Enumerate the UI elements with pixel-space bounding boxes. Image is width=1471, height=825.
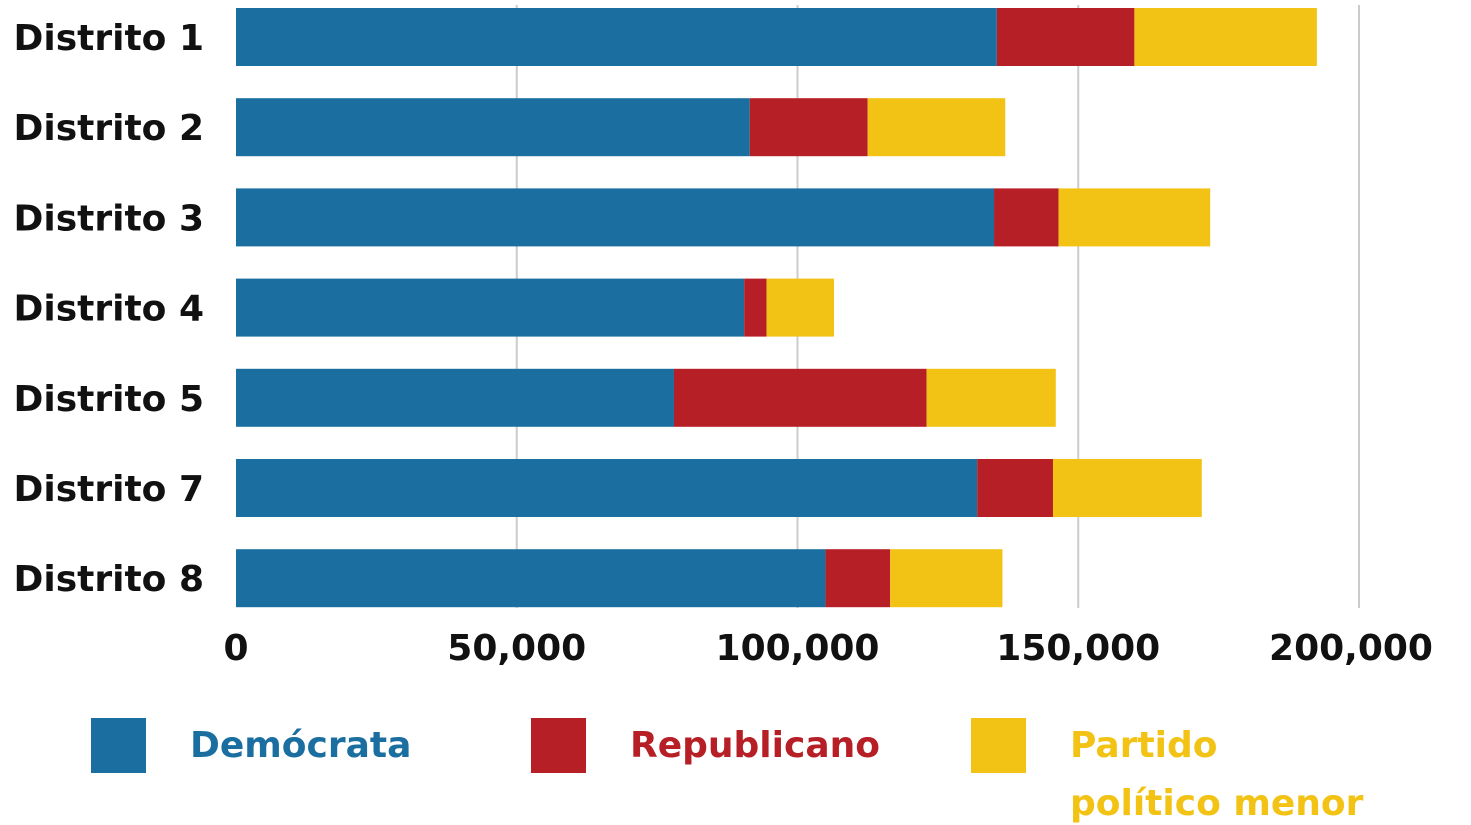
- legend-label-minor-line1: Partido: [1070, 725, 1218, 766]
- bars: [236, 8, 1317, 608]
- x-tick-label: 50,000: [447, 628, 586, 669]
- bar-segment-republican: [996, 8, 1135, 66]
- bar-segment-republican: [825, 549, 891, 608]
- category-label: Distrito 5: [14, 379, 204, 420]
- legend: Demócrata Republicano Partido político m…: [91, 718, 1364, 824]
- legend-label-minor-line2: político menor: [1070, 783, 1364, 824]
- bar-segment-republican: [749, 98, 868, 157]
- bar-segment-minor: [867, 98, 1006, 157]
- bar-segment-democrat: [236, 188, 995, 247]
- legend-swatch-republican: [531, 718, 586, 773]
- bar-segment-minor: [1052, 459, 1202, 517]
- bar-segment-republican: [977, 459, 1053, 517]
- bar-segment-republican: [994, 188, 1059, 247]
- bar-segment-minor: [926, 368, 1056, 427]
- x-tick-label: 0: [223, 628, 248, 669]
- category-label: Distrito 1: [14, 18, 204, 59]
- bar-segment-democrat: [236, 8, 997, 66]
- bar-segment-democrat: [236, 278, 745, 337]
- bar-segment-republican: [744, 278, 767, 337]
- bar-segment-minor: [766, 278, 834, 337]
- bar-segment-minor: [1134, 8, 1317, 66]
- bar-segment-democrat: [236, 549, 826, 608]
- category-labels: Distrito 1 Distrito 2 Distrito 3 Distrito 4…: [14, 18, 204, 600]
- legend-label-republican: Republicano: [630, 725, 880, 766]
- x-tick-label: 100,000: [716, 628, 880, 669]
- bar-segment-democrat: [236, 459, 978, 517]
- legend-swatch-democrat: [91, 718, 146, 773]
- category-label: Distrito 3: [14, 198, 204, 239]
- bar-segment-republican: [673, 368, 927, 427]
- x-axis-ticks: 0 50,000 100,000 150,000 200,000: [223, 628, 1433, 669]
- category-label: Distrito 7: [14, 469, 204, 510]
- bar-segment-democrat: [236, 98, 750, 157]
- category-label: Distrito 8: [14, 559, 204, 600]
- category-label: Distrito 4: [14, 289, 204, 330]
- legend-swatch-minor: [971, 718, 1026, 773]
- x-tick-label: 150,000: [996, 628, 1160, 669]
- x-tick-label: 200,000: [1269, 628, 1433, 669]
- category-label: Distrito 2: [14, 108, 204, 149]
- bar-segment-minor: [890, 549, 1003, 608]
- legend-label-democrat: Demócrata: [190, 725, 411, 766]
- bar-segment-democrat: [236, 368, 674, 427]
- bar-segment-minor: [1058, 188, 1211, 247]
